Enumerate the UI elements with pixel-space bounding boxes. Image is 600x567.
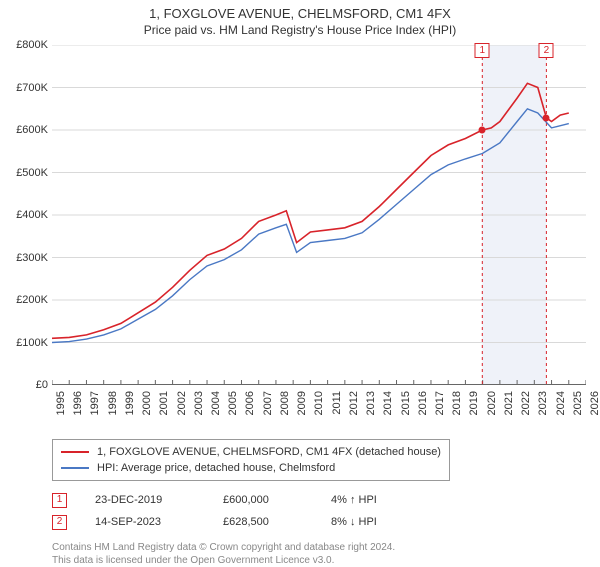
y-axis-labels: £0£100K£200K£300K£400K£500K£600K£700K£80…	[4, 45, 48, 385]
x-tick-label: 2023	[537, 391, 549, 415]
x-tick-label: 1998	[107, 391, 119, 415]
plot-svg	[52, 45, 586, 385]
footer-line-2: This data is licensed under the Open Gov…	[52, 554, 586, 567]
x-tick-label: 2006	[244, 391, 256, 415]
sale-price: £600,000	[223, 489, 303, 511]
chart-subtitle: Price paid vs. HM Land Registry's House …	[0, 23, 600, 37]
x-tick-label: 2019	[468, 391, 480, 415]
y-tick-label: £400K	[16, 209, 48, 221]
x-tick-label: 2012	[348, 391, 360, 415]
x-tick-label: 2014	[382, 391, 394, 415]
sales-table: 1 23-DEC-2019 £600,000 4% ↑ HPI 2 14-SEP-2023…	[52, 489, 586, 533]
legend-swatch	[61, 451, 89, 453]
x-tick-label: 1995	[55, 391, 67, 415]
x-tick-label: 2008	[279, 391, 291, 415]
y-tick-label: £500K	[16, 167, 48, 179]
x-tick-label: 2000	[141, 391, 153, 415]
legend-label: 1, FOXGLOVE AVENUE, CHELMSFORD, CM1 4FX …	[97, 444, 441, 460]
sale-date: 23-DEC-2019	[95, 489, 195, 511]
x-tick-label: 1999	[124, 391, 136, 415]
chart-area: £0£100K£200K£300K£400K£500K£600K£700K£80…	[52, 45, 586, 385]
x-axis-labels: 1995 1996 1997 1998 1999 2000 2001 2002 2003 2004…	[52, 387, 586, 429]
x-tick-label: 1996	[72, 391, 84, 415]
sale-marker-dot	[479, 127, 486, 134]
sale-marker-icon: 2	[52, 515, 67, 530]
x-tick-label: 2022	[520, 391, 532, 415]
x-tick-label: 2024	[555, 391, 567, 415]
sale-marker-callout: 2	[539, 43, 554, 58]
sale-row: 1 23-DEC-2019 £600,000 4% ↑ HPI	[52, 489, 586, 511]
footer-line-1: Contains HM Land Registry data © Crown c…	[52, 541, 586, 554]
chart-container: 1, FOXGLOVE AVENUE, CHELMSFORD, CM1 4FX …	[0, 0, 600, 560]
x-tick-label: 2021	[503, 391, 515, 415]
y-tick-label: £0	[36, 379, 48, 391]
sale-delta: 8% ↓ HPI	[331, 511, 421, 533]
sale-price: £628,500	[223, 511, 303, 533]
title-block: 1, FOXGLOVE AVENUE, CHELMSFORD, CM1 4FX …	[0, 0, 600, 37]
sale-delta: 4% ↑ HPI	[331, 489, 421, 511]
y-tick-label: £300K	[16, 252, 48, 264]
x-tick-label: 2016	[417, 391, 429, 415]
legend: 1, FOXGLOVE AVENUE, CHELMSFORD, CM1 4FX …	[52, 439, 450, 481]
x-tick-label: 2025	[572, 391, 584, 415]
legend-label: HPI: Average price, detached house, Chel…	[97, 460, 335, 476]
x-tick-label: 2003	[193, 391, 205, 415]
sale-row: 2 14-SEP-2023 £628,500 8% ↓ HPI	[52, 511, 586, 533]
sale-marker-dot	[543, 114, 550, 121]
legend-swatch	[61, 467, 89, 469]
x-tick-label: 2002	[176, 391, 188, 415]
x-tick-label: 2015	[400, 391, 412, 415]
x-tick-label: 2004	[210, 391, 222, 415]
x-tick-label: 2010	[313, 391, 325, 415]
y-tick-label: £600K	[16, 124, 48, 136]
footer: Contains HM Land Registry data © Crown c…	[52, 541, 586, 567]
x-tick-label: 2020	[486, 391, 498, 415]
y-tick-label: £700K	[16, 82, 48, 94]
x-tick-label: 2009	[296, 391, 308, 415]
sale-marker-icon: 1	[52, 493, 67, 508]
y-tick-label: £200K	[16, 294, 48, 306]
sale-date: 14-SEP-2023	[95, 511, 195, 533]
y-tick-label: £100K	[16, 337, 48, 349]
x-tick-label: 2001	[158, 391, 170, 415]
legend-row: HPI: Average price, detached house, Chel…	[61, 460, 441, 476]
x-tick-label: 2013	[365, 391, 377, 415]
x-tick-label: 2005	[227, 391, 239, 415]
y-tick-label: £800K	[16, 39, 48, 51]
sale-marker-callout: 1	[475, 43, 490, 58]
x-tick-label: 2026	[589, 391, 600, 415]
x-tick-label: 2018	[451, 391, 463, 415]
x-tick-label: 2011	[331, 391, 343, 415]
x-tick-label: 2007	[262, 391, 274, 415]
legend-row: 1, FOXGLOVE AVENUE, CHELMSFORD, CM1 4FX …	[61, 444, 441, 460]
chart-title: 1, FOXGLOVE AVENUE, CHELMSFORD, CM1 4FX	[0, 6, 600, 21]
x-tick-label: 2017	[434, 391, 446, 415]
x-tick-label: 1997	[89, 391, 101, 415]
